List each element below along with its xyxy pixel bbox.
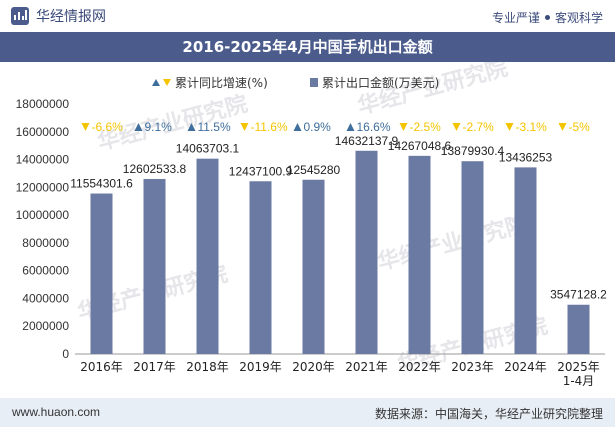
- bar[interactable]: [461, 161, 484, 354]
- growth-down-triangle-icon: [505, 123, 514, 131]
- growth-up-triangle-icon: [187, 123, 196, 131]
- x-tick-label: 2021年: [345, 360, 388, 374]
- growth-labels-group: -6.6% 9.1% 11.5% -11.6% 0.9% 16.6% -2.5% -2.7% -…: [81, 120, 591, 134]
- growth-down-triangle-icon: [452, 123, 461, 131]
- y-tick-label: 2000000: [22, 319, 69, 333]
- x-tick-label: 2024年: [504, 360, 547, 374]
- bar[interactable]: [514, 167, 537, 354]
- brand-logo-icon: [11, 7, 29, 25]
- growth-down-triangle-icon: [399, 123, 408, 131]
- y-tick-label: 0: [62, 347, 69, 361]
- bar[interactable]: [249, 181, 272, 354]
- y-tick-label: 8000000: [22, 236, 69, 250]
- bar[interactable]: [355, 150, 378, 354]
- growth-label: 0.9%: [304, 120, 332, 134]
- bar-value-label: 14632137.9: [335, 134, 399, 148]
- header-tags: 专业严谨 客观科学: [492, 9, 603, 26]
- growth-label: -2.7%: [463, 120, 495, 134]
- bar[interactable]: [196, 158, 219, 354]
- y-tick-label: 6000000: [22, 264, 69, 278]
- legend-down-triangle-icon: [163, 79, 171, 86]
- growth-up-triangle-icon: [346, 123, 355, 131]
- x-tick-label: 1-4月: [563, 374, 595, 388]
- x-tick-label: 2019年: [239, 360, 282, 374]
- footer-site-link[interactable]: www.huaon.com: [12, 405, 101, 419]
- bar[interactable]: [567, 304, 590, 354]
- bar-value-label: 3547128.2: [550, 288, 607, 302]
- top-bar: 华经情报网 专业严谨 客观科学: [0, 0, 615, 32]
- separator-dot: [544, 15, 550, 20]
- growth-label: -3.1%: [516, 120, 548, 134]
- growth-label: -5%: [569, 120, 591, 134]
- bar-value-label: 12437100.9: [229, 164, 293, 178]
- x-tick-label: 2022年: [398, 360, 441, 374]
- y-tick-label: 18000000: [16, 97, 70, 111]
- x-tick-label: 2020年: [292, 360, 335, 374]
- brand-logo[interactable]: 华经情报网: [10, 6, 106, 26]
- bar-value-label: 11554301.6: [70, 177, 133, 191]
- legend-up-triangle-icon: [152, 79, 160, 86]
- brand-name: 华经情报网: [36, 9, 106, 25]
- bar-value-label: 13436253: [499, 150, 553, 164]
- y-tick-label: 12000000: [16, 180, 70, 194]
- watermark-text: 华经产业研究院: [375, 211, 530, 276]
- growth-down-triangle-icon: [81, 123, 90, 131]
- growth-up-triangle-icon: [134, 123, 143, 131]
- x-tick-label: 2017年: [133, 360, 176, 374]
- chart-area: 华经产业研究院华经产业研究院华经产业研究院华经产业研究院华经产业研究院 累计同比…: [16, 62, 608, 388]
- growth-up-triangle-icon: [293, 123, 302, 131]
- x-tick-label: 2025年: [557, 360, 600, 374]
- y-tick-label: 10000000: [16, 208, 70, 222]
- tag-objective: 客观科学: [554, 11, 603, 25]
- bar[interactable]: [143, 178, 166, 354]
- growth-label: 9.1%: [145, 120, 173, 134]
- bar-value-label: 12545280: [287, 163, 341, 177]
- legend: 累计同比增速(%) 累计出口金额(万美元): [152, 75, 439, 90]
- growth-label: 16.6%: [357, 120, 391, 134]
- legend-amount-label: 累计出口金额(万美元): [322, 75, 439, 90]
- y-tick-label: 14000000: [16, 153, 70, 167]
- footer-bar: www.huaon.com 数据来源：中国海关，华经产业研究院整理: [0, 398, 615, 427]
- watermark-text: 华经产业研究院: [355, 62, 510, 120]
- growth-label: 11.5%: [198, 120, 231, 134]
- legend-growth-label: 累计同比增速(%): [175, 76, 268, 90]
- chart-title: 2016-2025年4月中国手机出口金额: [182, 38, 433, 56]
- bar-value-label: 13879930.4: [441, 144, 505, 158]
- tag-professional: 专业严谨: [491, 11, 540, 25]
- footer-source: 数据来源：中国海关，华经产业研究院整理: [374, 407, 603, 421]
- bar-value-label: 12602533.8: [123, 162, 187, 176]
- bars-group: [90, 150, 590, 354]
- growth-label: -2.5%: [410, 120, 442, 134]
- bar[interactable]: [90, 193, 113, 354]
- bar[interactable]: [408, 155, 431, 354]
- legend-bar-swatch: [310, 78, 318, 87]
- growth-down-triangle-icon: [240, 123, 249, 131]
- growth-label: -6.6%: [92, 120, 124, 134]
- y-tick-label: 16000000: [16, 125, 70, 139]
- growth-down-triangle-icon: [558, 123, 567, 131]
- bar[interactable]: [302, 179, 325, 354]
- x-tick-label: 2016年: [80, 360, 123, 374]
- bar-value-label: 14063703.1: [176, 142, 240, 156]
- x-tick-label: 2018年: [186, 360, 229, 374]
- y-tick-label: 4000000: [22, 291, 69, 305]
- growth-label: -11.6%: [251, 120, 288, 134]
- bar-value-label: 14267048.6: [388, 139, 452, 153]
- x-tick-label: 2023年: [451, 360, 494, 374]
- title-bar: 2016-2025年4月中国手机出口金额: [0, 32, 615, 62]
